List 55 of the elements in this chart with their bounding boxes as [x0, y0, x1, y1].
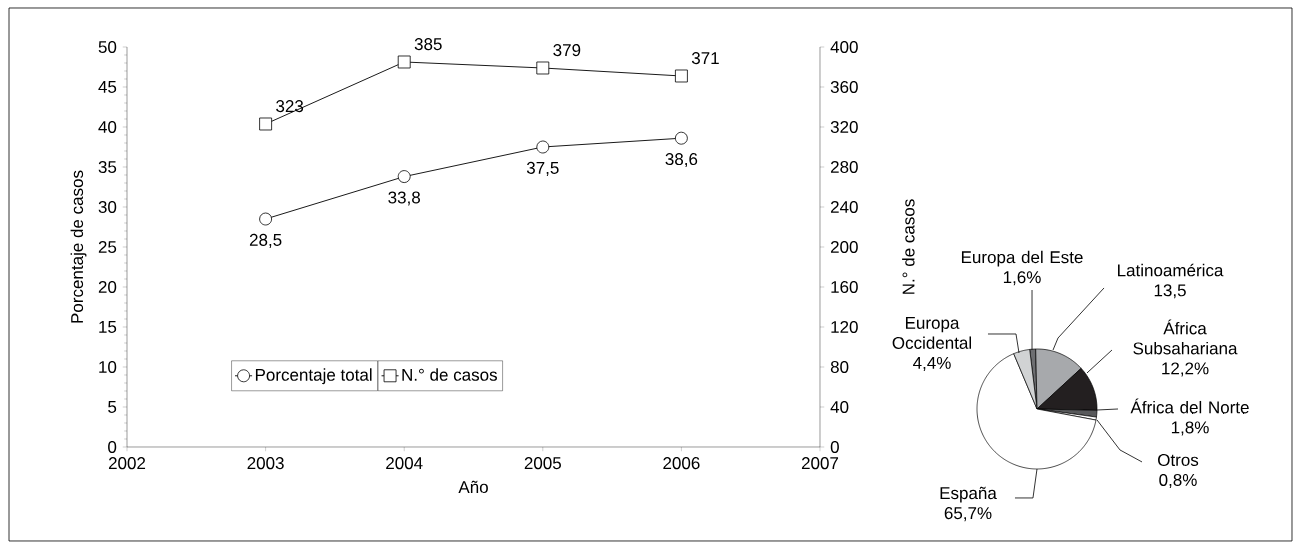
y2-tick-label: 400 [830, 40, 858, 54]
y2-tick-label: 200 [830, 240, 858, 254]
slice-label: Europa del Este [961, 250, 1083, 267]
y-axis-title: Porcentaje de casos [70, 170, 87, 323]
data-label: 1,8% [1171, 421, 1209, 436]
y2-tick-label: 240 [830, 200, 858, 214]
y-tick-label: 40 [98, 120, 117, 134]
data-label: 13,5 [1154, 284, 1186, 299]
y-tick-label: 25 [98, 240, 117, 254]
y2-tick-label: 0 [830, 440, 839, 454]
data-label: 385 [414, 38, 442, 51]
x-tick-label: 2004 [386, 457, 423, 470]
y-tick-label: 30 [98, 200, 117, 214]
x-tick-label: 2007 [801, 457, 839, 470]
y-tick-label: 45 [98, 81, 117, 93]
y2-tick-label: 360 [830, 80, 858, 94]
y2-tick-label: 320 [830, 120, 858, 134]
slice-label: África Subsahariana [1133, 319, 1238, 355]
x-tick-label: 2005 [524, 457, 561, 470]
y-tick-label: 50 [98, 40, 117, 54]
slice-label: Latinoamérica [1118, 263, 1224, 277]
slice-label: Otros [1158, 453, 1199, 466]
data-label: 4,4% [913, 356, 951, 371]
x-axis-title: Año [458, 480, 488, 494]
data-label: 65,7% [944, 507, 992, 522]
y-tick-label: 35 [98, 160, 117, 174]
y2-tick-label: 120 [831, 320, 858, 334]
legend-label: Porcentaje total [255, 368, 372, 385]
data-label: 323 [276, 100, 304, 113]
x-tick-label: 2006 [663, 457, 700, 470]
slice-label: África del Norte [1130, 398, 1249, 414]
data-label: 37,5 [526, 161, 559, 176]
slice-label: España [940, 486, 997, 503]
y2-tick-label: 40 [830, 400, 849, 414]
y-tick-label: 20 [98, 280, 117, 294]
data-label: 0,8% [1159, 473, 1197, 488]
legend-label: N.° de casos [402, 368, 497, 381]
data-label: 379 [553, 44, 581, 57]
y2-tick-label: 160 [831, 280, 858, 294]
y2-tick-label: 280 [830, 160, 858, 174]
data-label: 38,6 [665, 153, 698, 168]
data-label: 371 [691, 52, 719, 65]
data-label: 1,6% [1003, 271, 1041, 286]
y2-axis-title: N.° de casos [902, 199, 915, 294]
slice-label: Europa Occidental [892, 317, 972, 349]
y2-tick-label: 80 [830, 360, 849, 374]
y-tick-label: 15 [99, 321, 117, 333]
x-tick-label: 2002 [108, 457, 146, 470]
y-tick-label: 5 [108, 401, 117, 413]
data-label: 28,5 [249, 233, 282, 248]
data-label: 33,8 [388, 191, 421, 206]
x-tick-label: 2003 [247, 457, 284, 470]
y-tick-label: 0 [108, 440, 117, 454]
y-tick-label: 10 [99, 360, 117, 374]
data-label: 12,2% [1162, 362, 1209, 377]
